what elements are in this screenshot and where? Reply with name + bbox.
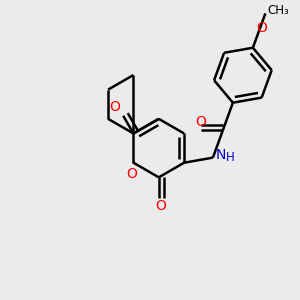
Text: O: O xyxy=(155,199,166,213)
Text: N: N xyxy=(216,148,226,162)
Text: O: O xyxy=(256,22,267,35)
Text: CH₃: CH₃ xyxy=(268,4,290,17)
Text: O: O xyxy=(110,100,120,114)
Text: O: O xyxy=(196,115,206,129)
Text: O: O xyxy=(127,167,137,181)
Text: H: H xyxy=(226,151,235,164)
